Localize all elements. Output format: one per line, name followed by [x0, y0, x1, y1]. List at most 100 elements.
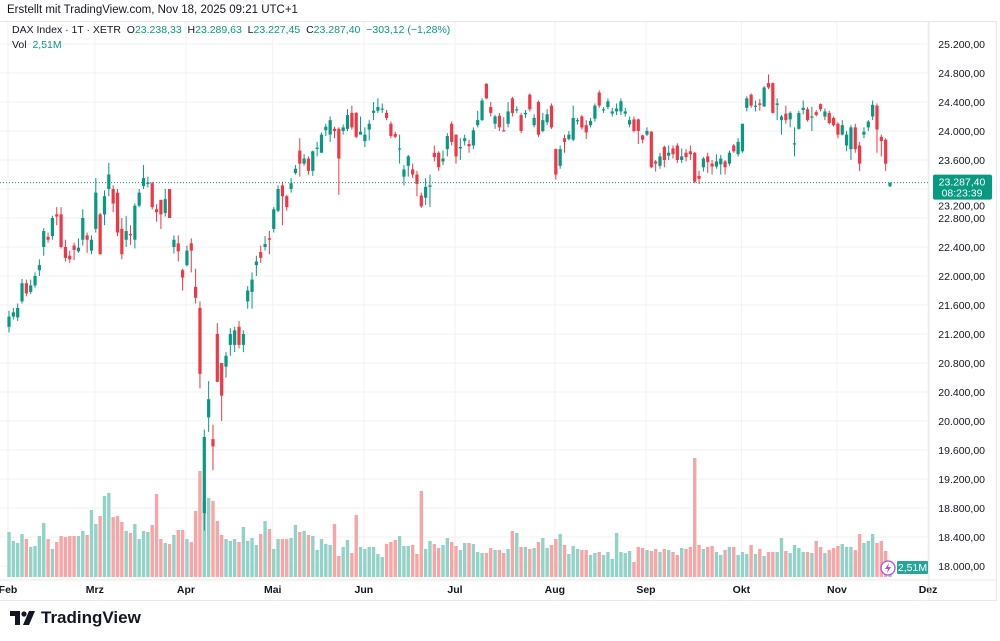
candle[interactable]: [862, 127, 866, 139]
candle[interactable]: [636, 118, 640, 145]
candle[interactable]: [450, 121, 454, 146]
candle[interactable]: [358, 116, 363, 135]
candle[interactable]: [784, 105, 788, 124]
candle[interactable]: [675, 143, 679, 163]
candle[interactable]: [76, 238, 81, 253]
candle[interactable]: [220, 363, 224, 421]
candle[interactable]: [649, 131, 653, 168]
candle[interactable]: [606, 98, 610, 110]
candle[interactable]: [575, 117, 580, 125]
candle[interactable]: [163, 189, 167, 217]
candle[interactable]: [727, 150, 732, 166]
candle[interactable]: [580, 115, 584, 130]
candle[interactable]: [246, 286, 250, 309]
candle[interactable]: [801, 100, 805, 115]
candle[interactable]: [745, 96, 749, 112]
candle[interactable]: [432, 145, 436, 162]
candle[interactable]: [866, 120, 870, 131]
candle[interactable]: [701, 157, 705, 172]
candle[interactable]: [476, 110, 480, 128]
candle[interactable]: [628, 116, 632, 128]
candle[interactable]: [463, 134, 467, 146]
candle[interactable]: [723, 160, 727, 175]
candle[interactable]: [354, 112, 358, 139]
candle[interactable]: [137, 189, 141, 208]
candle[interactable]: [102, 190, 107, 226]
candle[interactable]: [302, 154, 306, 166]
candle[interactable]: [771, 82, 775, 114]
candle[interactable]: [497, 112, 502, 131]
candle[interactable]: [68, 250, 72, 263]
candle[interactable]: [63, 239, 68, 262]
candle[interactable]: [818, 103, 823, 112]
candle[interactable]: [367, 120, 371, 141]
candle[interactable]: [831, 116, 836, 127]
candle[interactable]: [467, 139, 471, 153]
candle[interactable]: [623, 107, 627, 117]
candle[interactable]: [502, 117, 506, 132]
candle[interactable]: [797, 110, 801, 130]
candle[interactable]: [198, 301, 202, 389]
candle[interactable]: [272, 207, 276, 233]
candle[interactable]: [641, 134, 645, 144]
candle[interactable]: [150, 181, 154, 210]
candle[interactable]: [89, 235, 94, 255]
candle[interactable]: [393, 131, 397, 139]
candle[interactable]: [480, 98, 484, 121]
candle[interactable]: [141, 165, 146, 189]
candle[interactable]: [571, 105, 575, 142]
candle[interactable]: [146, 176, 150, 188]
candle[interactable]: [693, 152, 697, 184]
candle[interactable]: [289, 178, 293, 193]
candle[interactable]: [293, 165, 298, 175]
candle[interactable]: [215, 323, 219, 382]
candle[interactable]: [792, 127, 797, 157]
candle[interactable]: [810, 107, 814, 131]
candle[interactable]: [285, 194, 289, 211]
candle[interactable]: [493, 115, 497, 129]
candle[interactable]: [614, 103, 619, 116]
candle[interactable]: [805, 107, 810, 122]
tradingview-logo[interactable]: TradingView: [10, 608, 141, 628]
candle[interactable]: [549, 103, 554, 129]
candle[interactable]: [732, 144, 736, 153]
candle[interactable]: [328, 116, 332, 142]
candle[interactable]: [484, 83, 488, 100]
candle[interactable]: [59, 207, 63, 249]
candle[interactable]: [584, 120, 588, 139]
candle[interactable]: [7, 310, 11, 333]
candle[interactable]: [879, 134, 883, 157]
candle[interactable]: [11, 307, 15, 320]
candle[interactable]: [541, 112, 545, 133]
candle[interactable]: [85, 232, 89, 253]
candle[interactable]: [710, 160, 714, 175]
candle[interactable]: [601, 107, 606, 113]
candle[interactable]: [823, 108, 827, 121]
candle[interactable]: [42, 228, 46, 256]
candle[interactable]: [567, 131, 571, 141]
candle[interactable]: [107, 162, 111, 197]
candle[interactable]: [654, 160, 658, 172]
candle[interactable]: [788, 111, 792, 128]
candle[interactable]: [775, 98, 779, 121]
candle[interactable]: [736, 138, 740, 157]
candle[interactable]: [458, 138, 462, 160]
candle[interactable]: [254, 255, 258, 276]
candle[interactable]: [428, 174, 432, 208]
candle[interactable]: [619, 98, 623, 116]
candle[interactable]: [554, 148, 558, 180]
candle[interactable]: [719, 154, 723, 175]
candle[interactable]: [306, 156, 311, 175]
candle[interactable]: [120, 218, 124, 260]
candle[interactable]: [250, 272, 254, 309]
candle[interactable]: [50, 215, 54, 240]
candle[interactable]: [740, 123, 745, 153]
candle[interactable]: [532, 114, 536, 128]
candle[interactable]: [267, 231, 271, 255]
candle[interactable]: [688, 145, 692, 161]
candle[interactable]: [324, 123, 328, 137]
candle[interactable]: [406, 154, 410, 177]
candle[interactable]: [133, 203, 137, 249]
candle[interactable]: [515, 106, 519, 113]
candle[interactable]: [489, 102, 493, 117]
